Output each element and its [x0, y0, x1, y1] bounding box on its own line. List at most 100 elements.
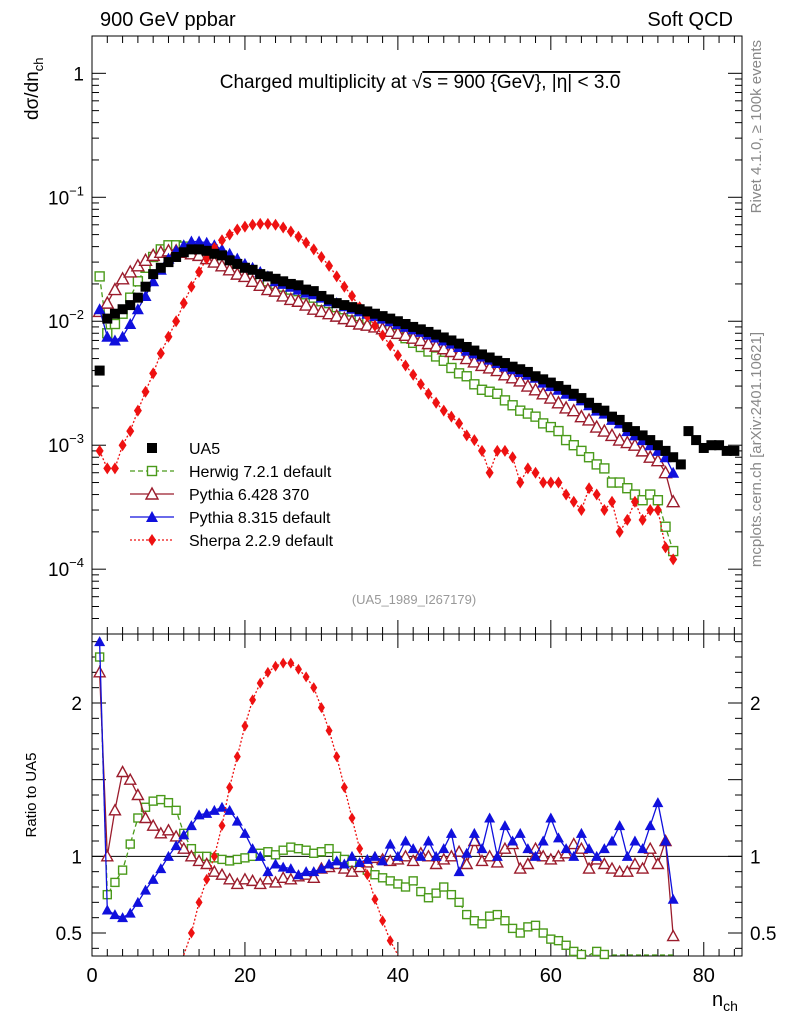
- main-panel: 110−110−210−310−4 Charged multiplicity a…: [22, 35, 743, 635]
- data-point: [607, 411, 617, 422]
- data-point: [245, 873, 260, 887]
- data-point: [492, 388, 503, 399]
- data-point: [203, 873, 211, 885]
- data-point: [400, 319, 411, 330]
- data-point: [117, 865, 128, 875]
- data-point: [132, 292, 143, 303]
- data-point: [354, 304, 365, 315]
- data-point: [218, 820, 226, 832]
- data-point: [346, 850, 358, 861]
- data-point: [516, 476, 525, 489]
- data-point: [377, 855, 389, 866]
- data-point: [507, 923, 518, 934]
- data-point: [630, 495, 639, 508]
- data-point: [377, 873, 388, 883]
- data-point: [431, 888, 441, 898]
- data-point: [401, 359, 410, 372]
- data-point: [187, 927, 195, 939]
- data-point: [340, 280, 349, 293]
- y-tick-label-base: 10: [48, 312, 69, 333]
- legend-label: Pythia 8.315 default: [189, 510, 331, 527]
- data-point: [233, 223, 242, 236]
- data-point: [178, 247, 189, 258]
- data-point: [592, 946, 602, 957]
- data-point: [324, 843, 334, 854]
- data-point: [500, 916, 510, 926]
- series-herwig-7-2-1-default: [94, 652, 674, 960]
- data-point: [652, 440, 663, 451]
- data-point: [263, 847, 273, 857]
- data-point: [508, 451, 517, 464]
- data-point: [275, 288, 291, 302]
- x-tick-label: 20: [234, 965, 256, 987]
- data-point: [285, 278, 296, 289]
- data-point: [240, 220, 249, 233]
- data-point: [156, 347, 165, 360]
- data-point: [539, 476, 548, 489]
- data-point: [287, 657, 295, 669]
- legend-item: Pythia 8.315 default: [130, 510, 331, 527]
- data-point: [270, 858, 282, 869]
- data-point: [172, 315, 181, 328]
- data-point: [248, 218, 257, 231]
- data-point: [207, 864, 222, 877]
- data-point: [660, 835, 672, 846]
- data-point: [569, 946, 579, 957]
- data-point: [398, 327, 413, 342]
- data-point: [562, 488, 571, 501]
- legend-item: Sherpa 2.2.9 default: [130, 533, 334, 550]
- data-point: [568, 440, 579, 451]
- data-point: [256, 217, 265, 230]
- data-point: [537, 835, 549, 846]
- data-point: [497, 367, 513, 381]
- x-axis-label-sub: ch: [723, 998, 738, 1014]
- data-point: [643, 449, 658, 463]
- data-point: [185, 820, 197, 831]
- data-point: [239, 827, 251, 838]
- data-point: [561, 384, 572, 395]
- data-point: [148, 269, 159, 280]
- data-point: [474, 357, 490, 372]
- x-tick-label: 0: [86, 965, 97, 987]
- series-pythia-6-428-370: [92, 665, 680, 942]
- data-point: [520, 378, 536, 392]
- data-point: [384, 838, 396, 849]
- data-point: [452, 844, 466, 857]
- data-point: [131, 788, 145, 801]
- y-tick-label: 10−1: [48, 183, 84, 209]
- data-point: [155, 863, 167, 874]
- data-point: [348, 289, 356, 302]
- data-point: [546, 934, 556, 944]
- data-point: [600, 504, 609, 517]
- data-point: [308, 286, 319, 297]
- data-point: [652, 495, 664, 506]
- data-point: [225, 228, 234, 241]
- data-point: [370, 319, 379, 332]
- series-pythia-6-428-370: [92, 243, 681, 508]
- data-point: [416, 378, 425, 391]
- data-point: [408, 876, 418, 886]
- data-point: [393, 879, 403, 889]
- data-point: [292, 869, 304, 880]
- data-point: [566, 403, 581, 417]
- data-point: [409, 368, 418, 381]
- ratio-y-tick-label-left: 2: [71, 694, 82, 715]
- data-point: [439, 882, 449, 892]
- y-tick-label: 10−4: [48, 555, 84, 581]
- series-pythia-8-315-default: [94, 636, 679, 923]
- data-point: [535, 386, 551, 400]
- data-point: [245, 273, 260, 288]
- data-point: [231, 815, 243, 826]
- data-point: [560, 843, 572, 854]
- data-point: [421, 849, 436, 862]
- data-point: [294, 230, 303, 243]
- data-point: [637, 495, 648, 506]
- data-point: [492, 909, 502, 920]
- data-point: [340, 781, 348, 793]
- data-point: [272, 660, 280, 672]
- data-point: [470, 434, 479, 447]
- data-point: [658, 465, 673, 479]
- data-point: [164, 330, 173, 343]
- data-point: [224, 255, 235, 266]
